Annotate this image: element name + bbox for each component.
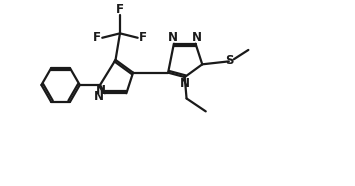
Text: N: N bbox=[93, 90, 103, 103]
Text: F: F bbox=[116, 2, 124, 15]
Text: N: N bbox=[180, 77, 190, 90]
Text: F: F bbox=[139, 31, 147, 44]
Text: N: N bbox=[192, 31, 202, 44]
Text: F: F bbox=[93, 31, 101, 44]
Text: N: N bbox=[168, 31, 178, 44]
Text: S: S bbox=[225, 54, 234, 67]
Text: N: N bbox=[96, 84, 106, 97]
